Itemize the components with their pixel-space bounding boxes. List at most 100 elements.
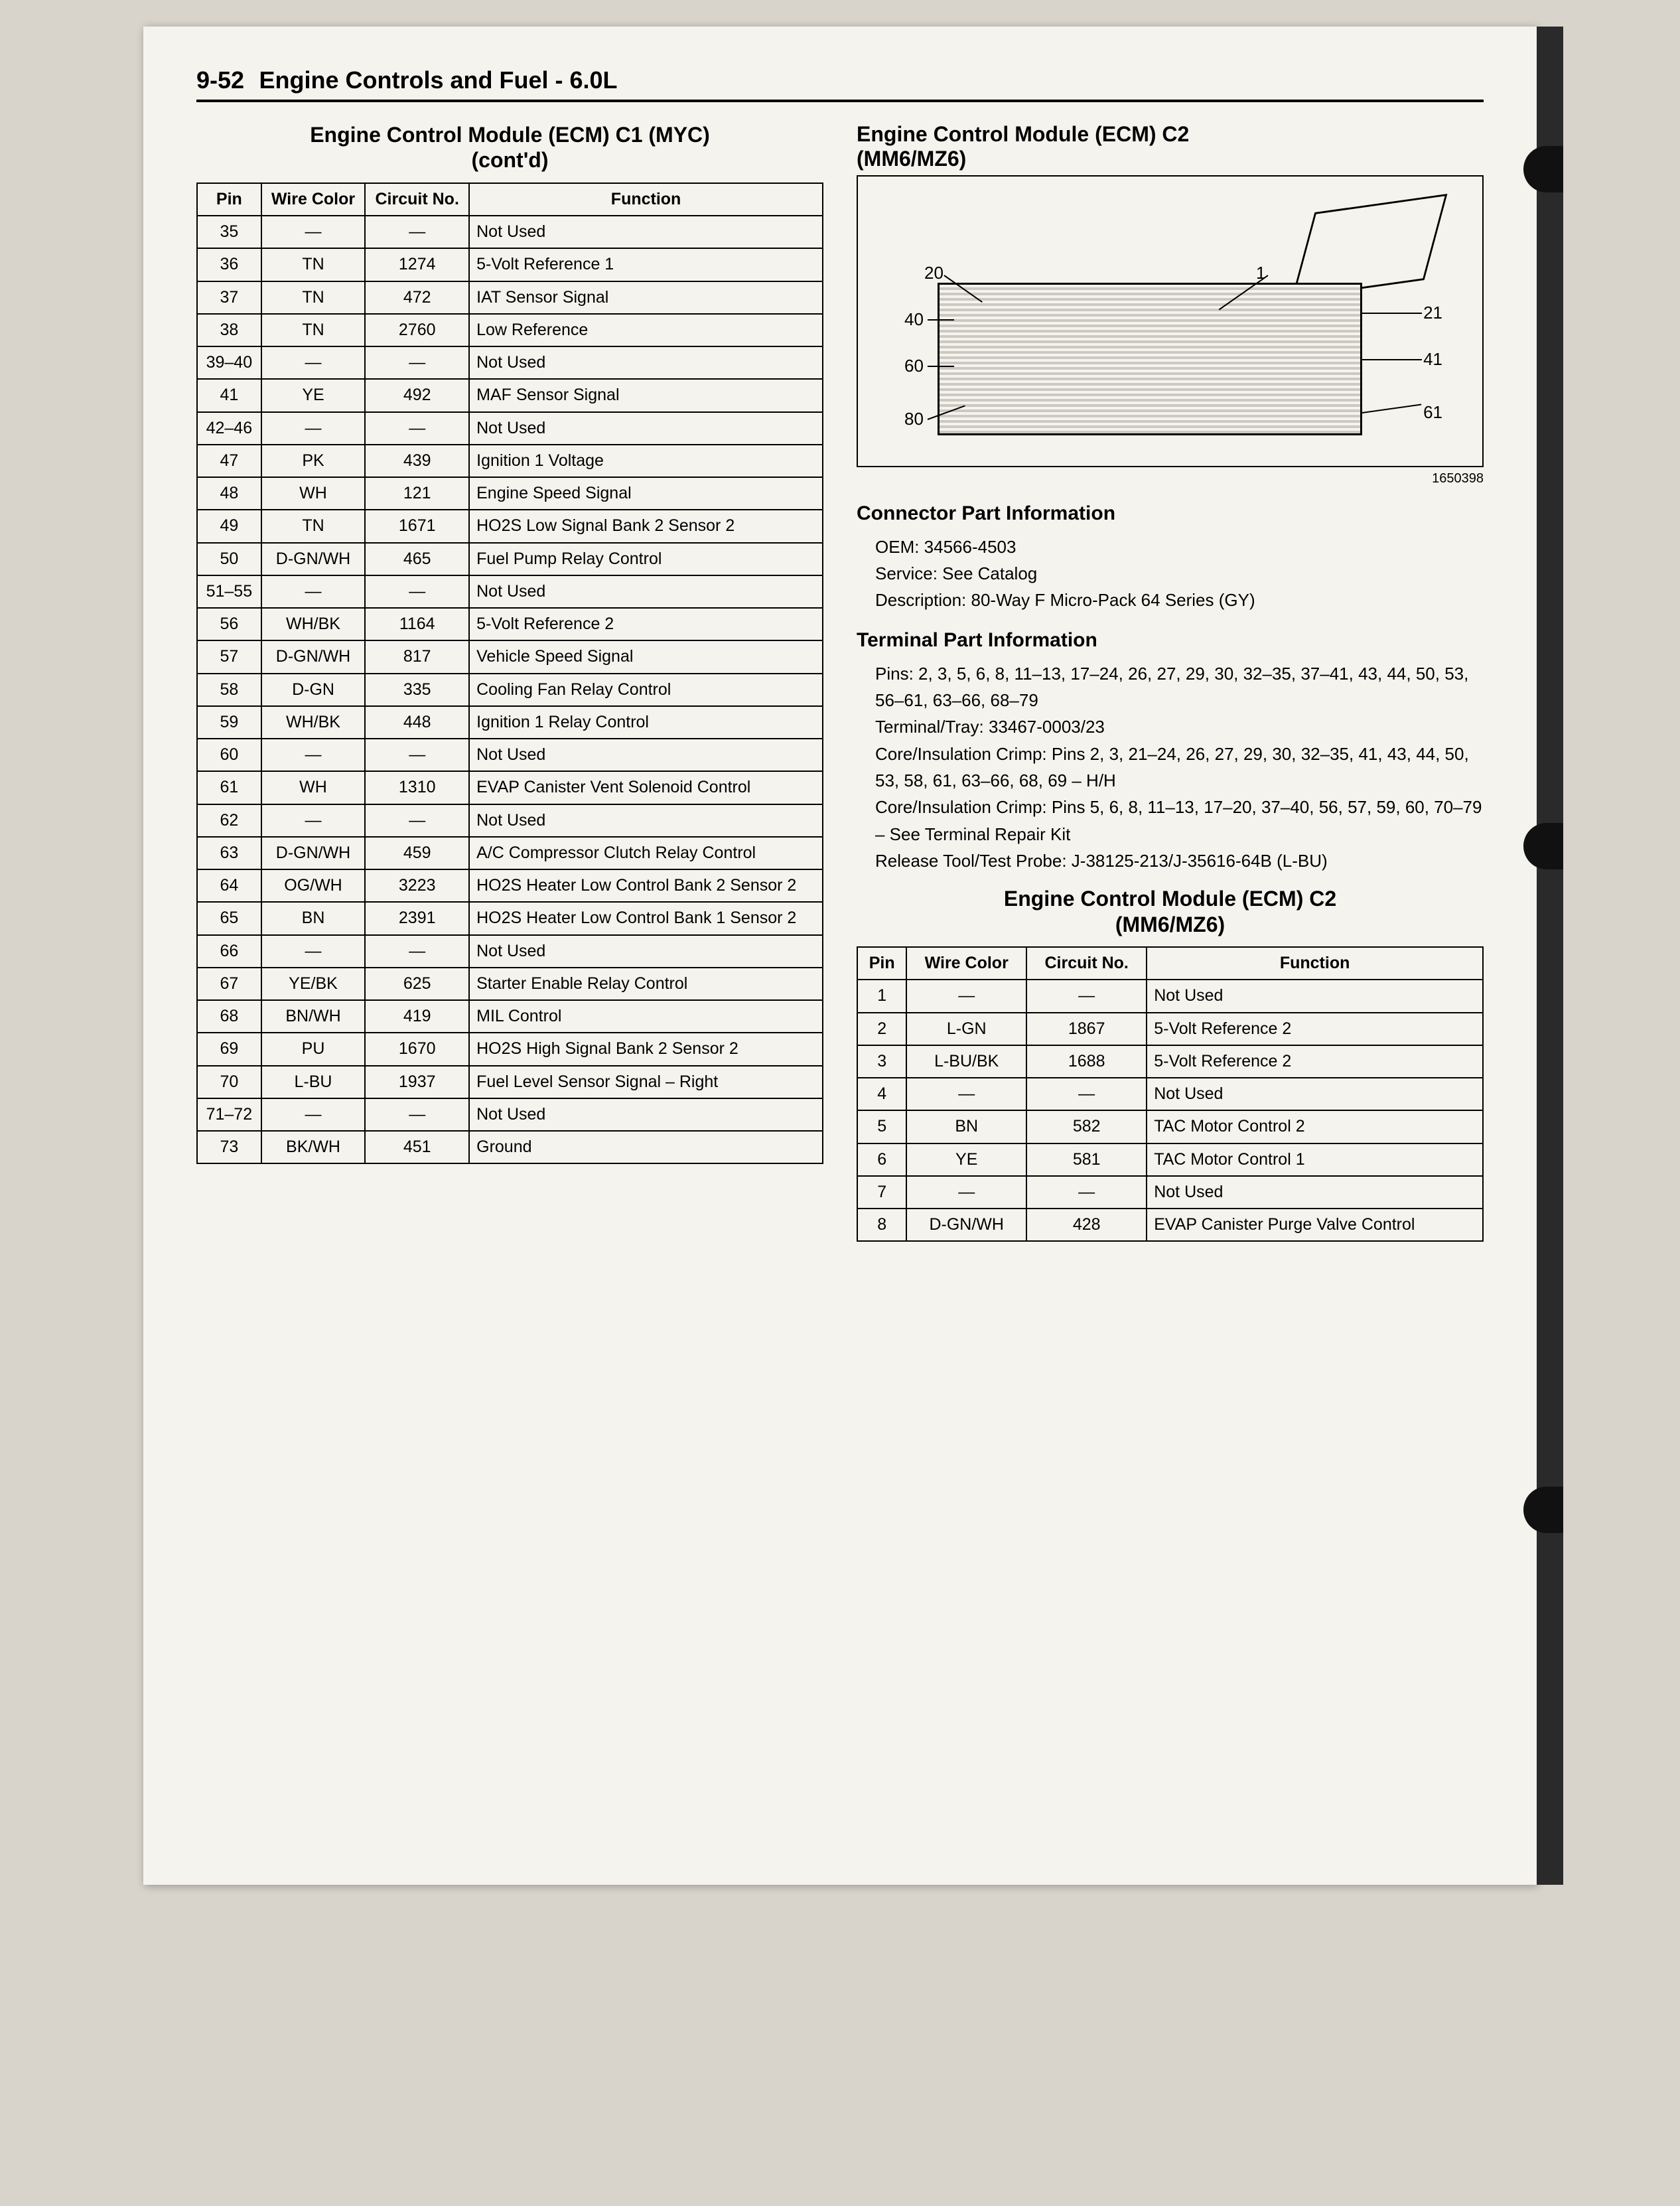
- leader-line: [1362, 359, 1422, 360]
- cell-wire: BN/WH: [261, 1000, 366, 1033]
- cell-wire: TN: [261, 281, 366, 314]
- leader-line: [1362, 313, 1422, 314]
- table-row: 49TN1671HO2S Low Signal Bank 2 Sensor 2: [197, 510, 823, 542]
- cell-wire: PU: [261, 1033, 366, 1065]
- table-row: 48WH121Engine Speed Signal: [197, 477, 823, 510]
- cell-func: 5-Volt Reference 1: [469, 248, 823, 281]
- table-row: 3L-BU/BK16885-Volt Reference 2: [857, 1045, 1483, 1078]
- cell-circuit: —: [365, 1098, 469, 1131]
- cell-func: Not Used: [469, 412, 823, 445]
- cell-wire: D-GN/WH: [906, 1209, 1026, 1241]
- pin-label-61: 61: [1423, 402, 1442, 423]
- table-row: 61WH1310EVAP Canister Vent Solenoid Cont…: [197, 771, 823, 804]
- cell-circuit: 1164: [365, 608, 469, 640]
- pin-label-80: 80: [904, 409, 924, 429]
- binder-ring-icon: [1523, 823, 1563, 869]
- cell-pin: 1: [857, 980, 906, 1012]
- left-column: Engine Control Module (ECM) C1 (MYC) (co…: [196, 115, 823, 1242]
- table-row: 65BN2391HO2S Heater Low Control Bank 1 S…: [197, 902, 823, 934]
- cell-wire: L-BU/BK: [906, 1045, 1026, 1078]
- cell-circuit: 1670: [365, 1033, 469, 1065]
- table-row: 69PU1670HO2S High Signal Bank 2 Sensor 2: [197, 1033, 823, 1065]
- cell-pin: 41: [197, 379, 261, 411]
- cell-circuit: 335: [365, 674, 469, 706]
- pin-label-40: 40: [904, 309, 924, 330]
- cell-wire: BK/WH: [261, 1131, 366, 1163]
- binder-ring-icon: [1523, 1487, 1563, 1533]
- cell-circuit: —: [365, 346, 469, 379]
- cell-wire: YE/BK: [261, 968, 366, 1000]
- table-row: 51–55——Not Used: [197, 575, 823, 608]
- figure-id: 1650398: [857, 471, 1484, 486]
- cell-func: Not Used: [1147, 980, 1483, 1012]
- th-pin: Pin: [197, 183, 261, 216]
- cell-func: 5-Volt Reference 2: [469, 608, 823, 640]
- manual-page: 9-52 Engine Controls and Fuel - 6.0L Eng…: [143, 27, 1537, 1885]
- connector-part-info: Connector Part Information OEM: 34566-45…: [857, 498, 1484, 613]
- cell-wire: TN: [261, 248, 366, 281]
- cell-circuit: —: [1026, 1176, 1147, 1209]
- right-title-line2: (MM6/MZ6): [857, 147, 966, 171]
- table-row: 47PK439Ignition 1 Voltage: [197, 445, 823, 477]
- table-row: 35——Not Used: [197, 216, 823, 248]
- table-row: 38TN2760Low Reference: [197, 314, 823, 346]
- cell-pin: 39–40: [197, 346, 261, 379]
- cell-func: TAC Motor Control 2: [1147, 1110, 1483, 1143]
- cell-pin: 48: [197, 477, 261, 510]
- table-row: 67YE/BK625Starter Enable Relay Control: [197, 968, 823, 1000]
- cell-wire: —: [261, 935, 366, 968]
- cell-circuit: —: [365, 739, 469, 771]
- cell-circuit: 2391: [365, 902, 469, 934]
- cell-circuit: 472: [365, 281, 469, 314]
- cell-wire: WH/BK: [261, 706, 366, 739]
- connector-diagram: 20 1 40 21 60 41 80 61: [857, 175, 1484, 467]
- term-pins: Pins: 2, 3, 5, 6, 8, 11–13, 17–24, 26, 2…: [857, 660, 1484, 714]
- cell-pin: 68: [197, 1000, 261, 1033]
- table-row: 7——Not Used: [857, 1176, 1483, 1209]
- cell-circuit: 465: [365, 543, 469, 575]
- th-pin: Pin: [857, 947, 906, 980]
- cell-circuit: 1274: [365, 248, 469, 281]
- table-row: 4——Not Used: [857, 1078, 1483, 1110]
- conn-service: Service: See Catalog: [857, 560, 1484, 587]
- cell-func: Ignition 1 Voltage: [469, 445, 823, 477]
- ecm-c2-table: Pin Wire Color Circuit No. Function 1——N…: [857, 946, 1484, 1242]
- leader-line: [928, 366, 954, 367]
- leader-line: [1362, 404, 1421, 413]
- cell-pin: 56: [197, 608, 261, 640]
- right-title-line1: Engine Control Module (ECM) C2: [857, 122, 1189, 146]
- conn-info-heading: Connector Part Information: [857, 498, 1484, 530]
- cell-wire: —: [261, 216, 366, 248]
- cell-pin: 35: [197, 216, 261, 248]
- cell-circuit: 451: [365, 1131, 469, 1163]
- left-table-title: Engine Control Module (ECM) C1 (MYC) (co…: [196, 122, 823, 173]
- cell-func: HO2S Low Signal Bank 2 Sensor 2: [469, 510, 823, 542]
- th-circuit: Circuit No.: [365, 183, 469, 216]
- cell-wire: —: [261, 1098, 366, 1131]
- table-header-row: Pin Wire Color Circuit No. Function: [197, 183, 823, 216]
- cell-pin: 67: [197, 968, 261, 1000]
- cell-func: TAC Motor Control 1: [1147, 1143, 1483, 1176]
- cell-circuit: 1310: [365, 771, 469, 804]
- right-column: Engine Control Module (ECM) C2 (MM6/MZ6)…: [857, 115, 1484, 1242]
- cell-circuit: 2760: [365, 314, 469, 346]
- terminal-part-info: Terminal Part Information Pins: 2, 3, 5,…: [857, 625, 1484, 874]
- cell-wire: WH: [261, 477, 366, 510]
- pin-label-41: 41: [1423, 349, 1442, 370]
- cell-wire: L-GN: [906, 1013, 1026, 1045]
- cell-func: Not Used: [469, 575, 823, 608]
- th-func: Function: [469, 183, 823, 216]
- connector-body-icon: [938, 283, 1362, 435]
- cell-pin: 66: [197, 935, 261, 968]
- cell-pin: 69: [197, 1033, 261, 1065]
- table-row: 70L-BU1937Fuel Level Sensor Signal – Rig…: [197, 1066, 823, 1098]
- th-wire: Wire Color: [906, 947, 1026, 980]
- cell-wire: WH: [261, 771, 366, 804]
- cell-func: Not Used: [1147, 1176, 1483, 1209]
- cell-func: Not Used: [1147, 1078, 1483, 1110]
- cell-func: Ignition 1 Relay Control: [469, 706, 823, 739]
- term-crimp2: Core/Insulation Crimp: Pins 5, 6, 8, 11–…: [857, 794, 1484, 847]
- book-binding: [1537, 27, 1563, 1885]
- cell-wire: —: [906, 1176, 1026, 1209]
- cell-pin: 3: [857, 1045, 906, 1078]
